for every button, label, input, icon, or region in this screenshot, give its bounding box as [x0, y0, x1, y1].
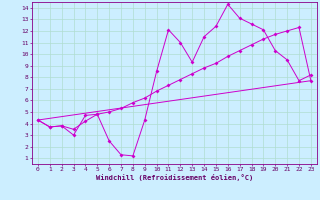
- X-axis label: Windchill (Refroidissement éolien,°C): Windchill (Refroidissement éolien,°C): [96, 174, 253, 181]
